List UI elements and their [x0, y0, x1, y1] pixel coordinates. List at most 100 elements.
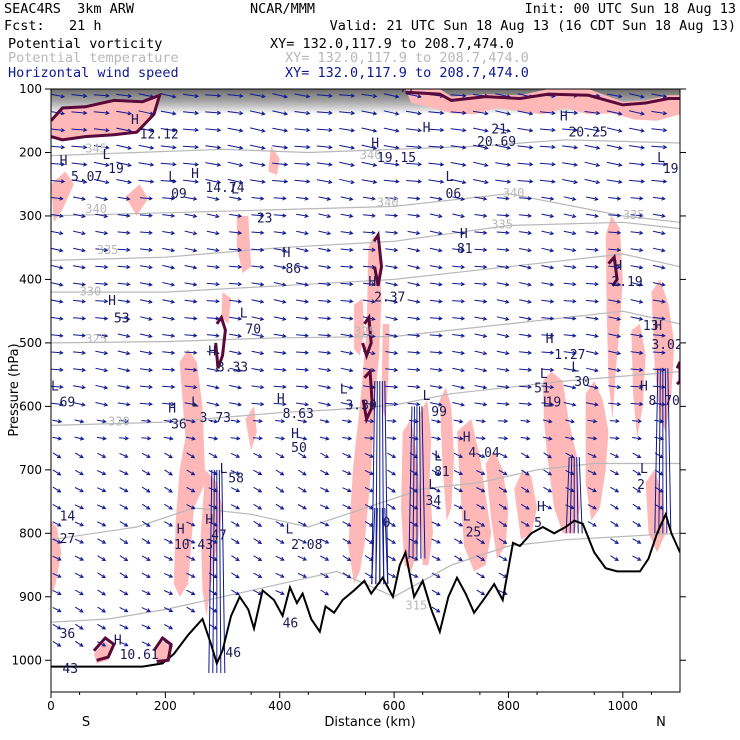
- wind-vector-484: [385, 367, 399, 373]
- wind-vector-701: [562, 179, 579, 185]
- wind-vector-646: [517, 110, 534, 116]
- wind-vector-87: [97, 452, 107, 458]
- wind-vector-310: [252, 418, 263, 424]
- wind-vector-490: [387, 469, 396, 476]
- pv-extremum-label-21: 19.15: [377, 151, 416, 166]
- wind-vector-155: [141, 486, 151, 493]
- wind-vector-137: [138, 179, 155, 184]
- wind-vector-149: [139, 384, 153, 390]
- pv-extremum-label-53: 8.63: [283, 407, 314, 422]
- wind-vector-813: [652, 264, 666, 270]
- pv-extremum-label-93: 77: [400, 81, 416, 96]
- wind-vector-694: [543, 486, 553, 493]
- wind-vector-105: [117, 196, 131, 201]
- wind-vector-413: [339, 144, 356, 150]
- wind-vector-727: [585, 196, 599, 201]
- wind-vector-200: [182, 127, 200, 133]
- wind-vector-814: [652, 282, 666, 287]
- wind-vector-176: [162, 282, 176, 287]
- pv-region-8: [173, 349, 206, 597]
- wind-vector-444: [361, 179, 378, 184]
- wind-vector-63: [74, 606, 84, 613]
- wind-vector-281: [230, 436, 241, 441]
- contour-label-layer: 345340335330325320340340335335325340315H…: [51, 81, 680, 677]
- wind-vector-801: [632, 538, 642, 544]
- wind-vector-270: [229, 247, 243, 252]
- pv-contour-4: [361, 313, 373, 361]
- terrain-layer: [51, 511, 680, 668]
- y-tick-label-2: 300: [19, 209, 42, 223]
- wind-vector-768: [609, 452, 620, 458]
- pv-extremum-label-15: 53: [114, 312, 130, 327]
- wind-vector-328: [273, 213, 287, 218]
- wind-vector-145: [139, 316, 153, 321]
- wind-vector-612: [476, 555, 486, 562]
- wind-vector-442: [361, 144, 378, 150]
- wind-vector-732: [585, 281, 599, 287]
- wind-vector-95: [97, 589, 106, 596]
- wind-vector-453: [362, 333, 376, 339]
- y-tick-label-6: 700: [19, 463, 42, 477]
- pv-extremum-label-16: L: [240, 307, 248, 322]
- wind-vector-436: [342, 538, 352, 544]
- wind-vector-513: [407, 367, 421, 372]
- wind-vector-198: [183, 93, 199, 99]
- pv-extremum-label-43: 51: [534, 381, 550, 396]
- wind-vector-797: [632, 469, 642, 476]
- pv-extremum-label-9: 14.74: [205, 181, 244, 196]
- wind-vector-218: [185, 436, 196, 441]
- pv-extremum-label-92: 46: [225, 646, 241, 661]
- wind-vector-591: [474, 196, 488, 201]
- wind-vector-327: [273, 196, 287, 201]
- wind-vector-300: [251, 247, 265, 252]
- wind-vector-700: [562, 162, 579, 167]
- wind-column-5-1: [412, 406, 415, 559]
- wind-vector-174: [162, 247, 176, 253]
- wind-vector-123: [119, 504, 129, 510]
- wind-vector-663: [519, 401, 533, 407]
- wind-vector-375: [297, 504, 307, 510]
- wind-vector-111: [117, 299, 131, 304]
- wind-vector-582: [453, 521, 464, 527]
- wind-vector-675: [539, 162, 556, 167]
- wind-vector-537: [429, 282, 443, 287]
- wind-vector-320: [253, 589, 263, 595]
- wind-vector-606: [476, 452, 486, 458]
- wind-vector-53: [74, 436, 85, 441]
- wind-vector-102: [116, 144, 132, 150]
- wind-vector-298: [251, 213, 265, 218]
- wind-vector-547: [431, 452, 441, 459]
- wind-vector-162: [141, 607, 151, 613]
- wind-vector-314: [253, 486, 263, 493]
- wind-vector-557: [450, 93, 467, 98]
- theta-contour-layer: [51, 139, 680, 623]
- wind-vector-531: [428, 179, 445, 184]
- wind-vector-689: [541, 402, 555, 407]
- wind-vector-118: [119, 419, 130, 424]
- wind-vector-703: [563, 213, 577, 219]
- wind-vector-685: [541, 333, 555, 338]
- wind-vector-483: [385, 350, 399, 355]
- wind-vector-491: [387, 486, 396, 493]
- wind-vector-2: [51, 128, 66, 133]
- wind-vector-660: [519, 350, 533, 355]
- wind-vector-634: [498, 418, 509, 424]
- wind-vector-575: [452, 402, 466, 407]
- wind-vector-705: [563, 248, 577, 253]
- theta-line-0: [51, 139, 680, 157]
- wind-vector-695: [543, 504, 553, 510]
- wind-vector-337: [273, 367, 287, 372]
- wind-vector-777: [629, 127, 645, 133]
- wind-vector-527: [428, 110, 445, 115]
- wind-vector-369: [296, 402, 310, 407]
- wind-vector-740: [587, 419, 598, 424]
- wind-vector-470: [383, 127, 400, 133]
- wind-vector-489: [387, 452, 397, 458]
- wind-vector-280: [230, 419, 241, 424]
- wind-vector-614: [476, 589, 486, 596]
- theta-label-1: 340: [85, 202, 107, 216]
- wind-vector-346: [275, 521, 285, 527]
- wind-vector-329: [273, 230, 287, 235]
- wind-vector-551: [431, 521, 441, 527]
- wind-vector-726: [584, 178, 601, 185]
